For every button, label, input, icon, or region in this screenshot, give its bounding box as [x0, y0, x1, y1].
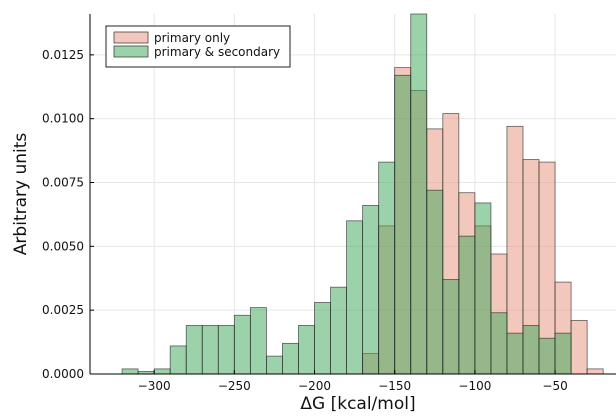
y-tick-label-2: 0.0050 [42, 239, 84, 253]
bar-series1-bin-9 [266, 355, 283, 375]
bar-series1-bin-5 [201, 325, 219, 375]
x-tick-label-2: −200 [298, 379, 331, 393]
x-tick-label-4: −100 [458, 379, 491, 393]
bar-series1-bin-8 [249, 307, 267, 375]
y-tick-label-4: 0.0100 [42, 112, 84, 126]
x-tick-label-1: −250 [218, 379, 251, 393]
bar-series1-bin-7 [233, 314, 251, 375]
bar-series1-bin-16 [378, 161, 396, 375]
bar-series1-bin-19 [426, 189, 444, 375]
legend-label-primary-only: primary only [154, 31, 230, 45]
bar-series1-bin-14 [346, 220, 364, 375]
bar-series1-bin-25 [522, 325, 540, 375]
x-tick-label-3: −150 [378, 379, 411, 393]
bar-series1-bin-6 [217, 325, 235, 375]
bar-series1-bin-21 [458, 235, 476, 375]
axes-layer [89, 14, 616, 375]
bar-series1-bin-22 [474, 202, 492, 375]
y-tick-label-3: 0.0075 [42, 176, 84, 190]
bar-series1-bin-17 [394, 74, 412, 375]
legend: primary only primary & secondary [105, 25, 291, 68]
x-tick-label-0: −300 [138, 379, 171, 393]
bar-series1-bin-11 [298, 325, 315, 375]
bar-series1-bin-10 [282, 342, 299, 375]
bar-series1-bin-2 [153, 368, 171, 375]
bar-series0-bin-13 [570, 319, 588, 375]
bar-series1-bin-12 [314, 302, 331, 375]
bar-series1-bin-4 [185, 325, 203, 375]
bar-series1-bin-0 [121, 368, 139, 375]
legend-label-primary-secondary: primary & secondary [154, 45, 280, 59]
bar-series1-bin-13 [330, 286, 347, 375]
bar-series1-bin-23 [490, 312, 508, 375]
bar-series1-bin-24 [506, 332, 524, 375]
x-tick-label-5: −50 [542, 379, 567, 393]
legend-swatch-primary-secondary [113, 45, 149, 58]
y-tick-label-1: 0.0025 [42, 303, 84, 317]
legend-swatch-primary-only [113, 31, 149, 44]
bar-series1-bin-27 [554, 332, 572, 375]
bar-series1-bin-3 [169, 345, 187, 375]
bar-series1-bin-15 [362, 205, 380, 375]
bars-layer [121, 13, 604, 375]
bar-series0-bin-14 [586, 368, 604, 375]
bar-series1-bin-26 [538, 337, 556, 375]
y-tick-label-5: 0.0125 [42, 48, 84, 62]
y-tick-label-0: 0.0000 [42, 367, 84, 381]
x-axis-label: ΔG [kcal/mol] [300, 394, 415, 414]
y-axis-label: Arbitrary units [11, 133, 31, 256]
bar-series1-bin-20 [442, 279, 460, 375]
bar-series1-bin-18 [410, 13, 428, 375]
ticks-layer: −300 −250 −200 −150 −100 −50 0.0000 0.0025 0.005… [42, 48, 568, 393]
